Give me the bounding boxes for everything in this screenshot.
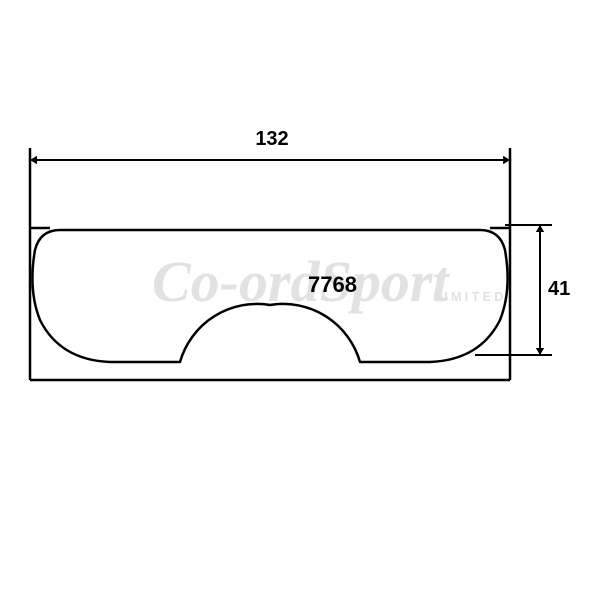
drawing-svg bbox=[0, 0, 600, 600]
part-number: 7768 bbox=[308, 272, 357, 298]
drawing-canvas: Co-ordSportLIMITED 7768 132 41 bbox=[0, 0, 600, 600]
width-dimension-label: 132 bbox=[249, 128, 294, 151]
height-dimension-label: 41 bbox=[548, 278, 570, 301]
